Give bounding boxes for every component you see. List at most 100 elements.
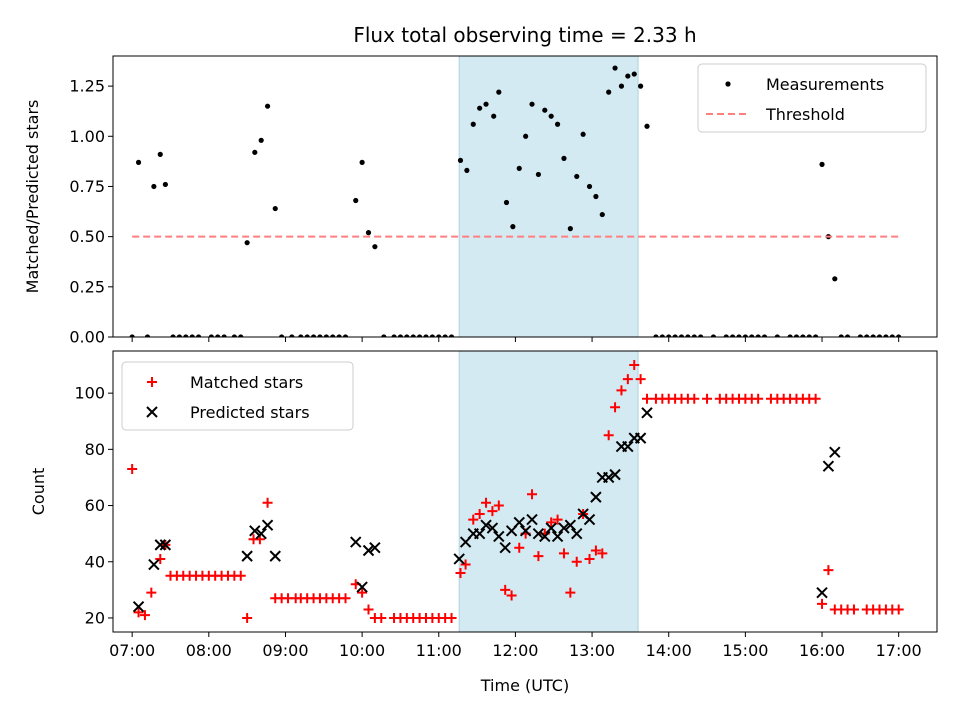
bottom-predicted-star-point (545, 522, 557, 534)
bottom-predicted-star-point (822, 460, 835, 472)
bottom-predicted-star-point (159, 539, 172, 551)
bottom-matched-star-point (262, 497, 273, 508)
bottom-xtick-label: 11:00 (416, 641, 462, 660)
bottom-matched-star-point (514, 542, 525, 553)
top-measurement-point (838, 334, 844, 337)
top-measurement-point (774, 334, 780, 337)
top-measurement-point (787, 334, 793, 337)
bottom-predicted-star-point (641, 407, 653, 419)
top-measurement-point (800, 334, 806, 337)
bottom-matched-star-point (533, 551, 544, 562)
top-measurement-point (448, 334, 455, 337)
bottom-matched-star-point (753, 393, 764, 404)
top-measurement-point (483, 101, 489, 107)
bottom-matched-star-point (616, 385, 627, 396)
bottom-matched-star-point (817, 598, 828, 609)
bottom-xtick-label: 08:00 (186, 641, 232, 660)
bottom-matched-star-point (597, 548, 608, 559)
top-measurement-point (336, 334, 342, 337)
top-measurement-point (631, 71, 637, 77)
bottom-predicted-star-point (249, 525, 261, 537)
top-measurement-point (442, 334, 448, 337)
bottom-matched-star-point (376, 612, 387, 623)
bottom-matched-star-point (558, 548, 569, 559)
top-measurement-point (736, 334, 742, 337)
bottom-matched-star-point (689, 393, 700, 404)
top-measurement-point (529, 101, 535, 107)
bottom-matched-star-point (493, 500, 504, 511)
top-measurement-point (317, 334, 323, 337)
top-measurement-point (353, 197, 359, 204)
bottom-matched-star-point (127, 464, 138, 475)
bottom-predicted-star-point (513, 516, 525, 529)
bottom-predicted-star-point (571, 527, 583, 540)
bottom-predicted-star-point (583, 513, 596, 526)
bottom-xtick-label: 10:00 (339, 641, 385, 660)
top-measurement-point (170, 334, 176, 337)
top-measurement-point (365, 230, 372, 236)
top-measurement-point (342, 334, 349, 337)
top-measurement-point (144, 334, 151, 337)
top-measurement-point (323, 334, 329, 337)
top-measurement-point (710, 334, 717, 337)
bottom-predicted-star-point (609, 468, 621, 481)
top-measurement-point (606, 89, 612, 95)
top-measurement-point (410, 334, 416, 337)
bottom-predicted-star-point (350, 536, 362, 548)
top-measurement-point (496, 89, 502, 95)
bottom-matched-star-point (642, 393, 653, 404)
bottom-legend-marker (147, 377, 157, 387)
bottom-matched-star-point (363, 604, 374, 615)
top-measurement-point (870, 334, 876, 337)
top-measurement-point (404, 334, 410, 337)
top-axes-frame (112, 55, 938, 338)
bottom-xtick-label: 12:00 (492, 641, 538, 660)
top-legend-label: Threshold (765, 105, 845, 124)
bottom-matched-star-point (481, 497, 492, 508)
top-chart-ylabel: Matched/Predicted stars (23, 100, 42, 294)
top-measurement-point (381, 334, 387, 337)
top-measurement-point (231, 334, 237, 337)
bottom-xtick-label: 14:00 (646, 641, 692, 660)
top-measurement-point (599, 211, 605, 218)
bottom-ytick-label: 40 (85, 552, 105, 571)
top-measurement-point (289, 334, 295, 337)
top-measurement-point (135, 159, 142, 165)
top-measurement-point (310, 334, 317, 337)
top-measurement-point (729, 334, 736, 337)
top-measurement-point (491, 113, 497, 119)
top-measurement-point (429, 334, 435, 337)
bottom-xtick-label: 16:00 (799, 641, 845, 660)
top-measurement-point (678, 334, 685, 337)
bottom-matched-star-point (810, 393, 821, 404)
top-legend-box (697, 63, 927, 133)
bottom-predicted-star-point (255, 527, 267, 540)
bottom-legend-box (121, 361, 354, 431)
top-measurement-point (659, 334, 665, 337)
bottom-predicted-star-point (564, 519, 577, 531)
bottom-matched-star-point (506, 590, 517, 601)
top-observing-window-span (458, 55, 639, 338)
bottom-data-layer (127, 360, 904, 623)
bottom-chart-panel: 20 40 60 80 100 07:00 08:00 09:00 10:00 11:00 12:0… (74, 350, 938, 660)
top-measurement-point (258, 137, 264, 143)
top-measurement-point (423, 334, 429, 337)
top-measurement-point (864, 334, 870, 337)
bottom-predicted-star-point (480, 519, 492, 531)
bottom-matched-star-point (446, 612, 457, 623)
bottom-predicted-star-point (551, 530, 564, 543)
top-measurement-point (819, 161, 825, 167)
top-measurement-point (129, 334, 135, 337)
top-measurement-point (157, 151, 163, 157)
top-measurement-point (813, 334, 819, 337)
bottom-predicted-star-point (590, 491, 602, 503)
top-measurement-point (653, 334, 659, 337)
top-measurement-point (162, 181, 168, 188)
top-measurement-point (761, 334, 768, 337)
top-measurement-point (618, 83, 625, 89)
top-measurement-point (666, 334, 672, 337)
bottom-xtick-label: 09:00 (262, 641, 308, 660)
top-measurement-point (698, 334, 704, 337)
top-measurement-point (417, 334, 423, 337)
top-measurement-point (397, 334, 404, 337)
